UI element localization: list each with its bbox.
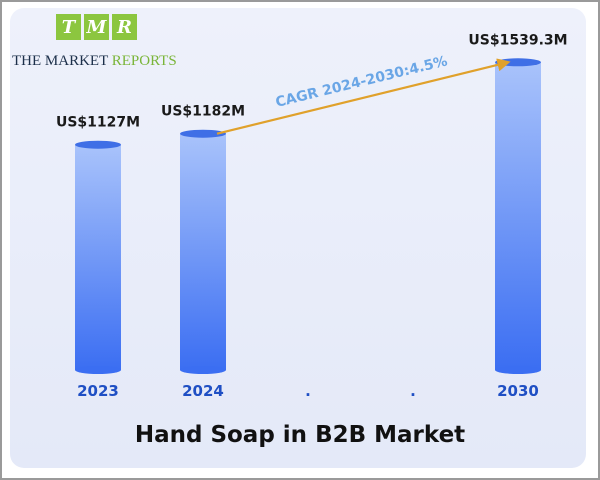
logo-wordmark-accent: REPORTS bbox=[111, 53, 177, 69]
category-label-gap-2: . bbox=[305, 382, 311, 400]
category-label-2030: 2030 bbox=[497, 382, 539, 400]
value-label-2030: US$1539.3M bbox=[468, 32, 567, 48]
logo-wordmark-main: THE MARKET bbox=[12, 53, 112, 69]
bar-base-2023 bbox=[75, 366, 121, 374]
cagr-arrow bbox=[216, 58, 511, 135]
bar-cap-2024 bbox=[180, 129, 226, 138]
bar-cap-2030 bbox=[495, 58, 541, 67]
logo-tile-m: M bbox=[84, 14, 109, 40]
logo-tiles: T M R bbox=[56, 14, 137, 40]
category-label-gap-3: . bbox=[410, 382, 416, 400]
logo-tile-r: R bbox=[112, 14, 137, 40]
logo-tile-t: T bbox=[56, 14, 81, 40]
value-label-2024: US$1182M bbox=[161, 104, 245, 120]
value-label-2023: US$1127M bbox=[56, 115, 140, 131]
bar-base-2030 bbox=[495, 366, 541, 374]
bar-2023 bbox=[75, 144, 121, 370]
bar-cap-2023 bbox=[75, 140, 121, 149]
tmr-logo: T M R THE MARKET REPORTS bbox=[12, 14, 192, 70]
chart-title: Hand Soap in B2B Market bbox=[134, 422, 466, 448]
category-label-2024: 2024 bbox=[182, 382, 224, 400]
bar-2024 bbox=[180, 133, 226, 370]
category-label-2023: 2023 bbox=[77, 382, 119, 400]
bar-base-2024 bbox=[180, 366, 226, 374]
bar-2030 bbox=[495, 62, 541, 370]
logo-wordmark: THE MARKET REPORTS bbox=[12, 50, 177, 70]
